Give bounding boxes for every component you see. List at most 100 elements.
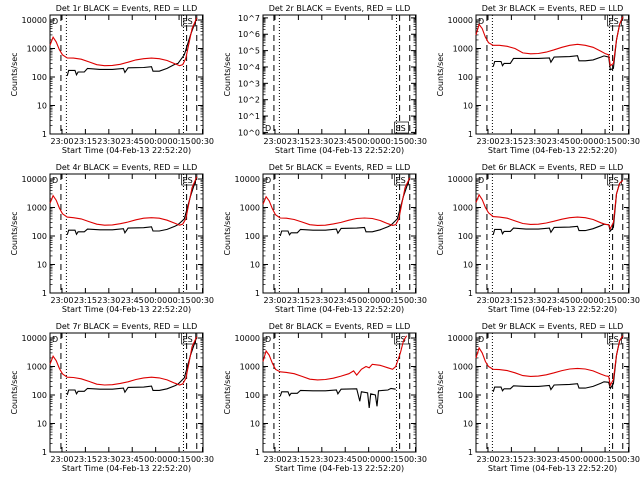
x-axis-label: Start Time (04-Feb-13 22:52:20) (62, 464, 191, 473)
marker-label-end: ES (609, 176, 619, 185)
y-tick-label: 10000 (235, 334, 260, 343)
series-line-lld (262, 177, 411, 226)
x-tick-label: 23:15 (287, 455, 310, 464)
x-axis-label: Start Time (04-Feb-13 22:52:20) (275, 146, 404, 155)
series-line-events (279, 387, 396, 409)
plot-frame (475, 14, 630, 135)
y-tick-label: 10 (250, 420, 260, 429)
x-tick-label: 00:30 (617, 296, 640, 305)
plot-frame (49, 173, 204, 294)
y-tick-label: 10^5 (238, 47, 260, 56)
series-line-lld (49, 17, 198, 67)
marker-label-start: D (52, 176, 58, 185)
y-tick-label: 10000 (22, 175, 47, 184)
marker-label-end: ES (396, 335, 406, 344)
x-tick-label: 00:30 (617, 137, 640, 146)
y-tick-label: 1 (255, 289, 260, 298)
x-tick-label: 00:00 (144, 455, 167, 464)
x-tick-label: 23:45 (334, 296, 357, 305)
x-tick-label: 23:15 (500, 455, 523, 464)
x-tick-label: 00:15 (381, 455, 404, 464)
x-tick-label: 23:45 (121, 455, 144, 464)
y-tick-label: 1000 (240, 363, 260, 372)
chart-title: Det 5r BLACK = Events, RED = LLD (269, 163, 411, 172)
x-tick-label: 23:30 (97, 455, 120, 464)
chart-title: Det 9r BLACK = Events, RED = LLD (482, 322, 624, 331)
x-axis-label: Start Time (04-Feb-13 22:52:20) (488, 464, 617, 473)
y-tick-label: 10 (250, 261, 260, 270)
y-tick-label: 100 (32, 391, 47, 400)
y-tick-label: 1 (468, 289, 473, 298)
y-tick-label: 10000 (448, 334, 473, 343)
x-tick-label: 23:15 (500, 296, 523, 305)
plot-frame (49, 14, 204, 135)
x-tick-label: 00:00 (357, 455, 380, 464)
marker-label-start: D (265, 124, 271, 133)
y-tick-label: 100 (245, 391, 260, 400)
marker-label-end: ES (396, 176, 406, 185)
series-line-lld (475, 179, 624, 231)
series-line-lld (475, 16, 624, 67)
x-tick-label: 23:00 (263, 296, 286, 305)
x-tick-label: 23:00 (50, 455, 73, 464)
y-tick-label: 10^3 (238, 79, 260, 88)
y-tick-label: 1 (42, 130, 47, 139)
x-tick-label: 23:00 (263, 137, 286, 146)
x-tick-label: 23:45 (121, 296, 144, 305)
y-tick-label: 10^6 (238, 30, 260, 39)
y-tick-label: 1 (42, 289, 47, 298)
y-tick-label: 10 (463, 102, 473, 111)
x-tick-label: 00:30 (404, 137, 427, 146)
y-axis-label: Counts/sec (10, 370, 19, 414)
y-tick-label: 10 (37, 102, 47, 111)
x-tick-label: 23:30 (310, 296, 333, 305)
chart-title: Det 3r BLACK = Events, RED = LLD (482, 4, 624, 13)
series-line-events (492, 179, 624, 236)
marker-label-start: D (265, 176, 271, 185)
y-tick-label: 1 (255, 448, 260, 457)
series-line-events (66, 336, 198, 396)
x-tick-label: 23:45 (547, 455, 570, 464)
x-tick-label: 23:45 (547, 137, 570, 146)
x-axis-label: Start Time (04-Feb-13 22:52:20) (275, 464, 404, 473)
y-tick-label: 1000 (453, 204, 473, 213)
marker-label-start: D (478, 335, 484, 344)
y-tick-label: 1000 (27, 363, 47, 372)
marker-label-end: ES (609, 335, 619, 344)
plot-frame (475, 173, 630, 294)
y-tick-label: 10 (37, 420, 47, 429)
y-axis-label: Counts/sec (223, 370, 232, 414)
y-tick-label: 10^4 (238, 63, 260, 72)
x-tick-label: 00:30 (191, 296, 214, 305)
series-line-lld (49, 176, 198, 226)
y-tick-label: 1000 (27, 45, 47, 54)
y-tick-label: 10^2 (238, 96, 260, 105)
x-tick-label: 00:00 (144, 296, 167, 305)
marker-label-end: ES (609, 17, 619, 26)
plot-frame (262, 332, 417, 453)
x-axis-label: Start Time (04-Feb-13 22:52:20) (62, 305, 191, 314)
marker-label-start: D (478, 17, 484, 26)
x-tick-label: 23:45 (121, 137, 144, 146)
x-tick-label: 23:15 (74, 137, 97, 146)
x-tick-label: 23:30 (523, 137, 546, 146)
x-tick-label: 23:30 (523, 455, 546, 464)
x-tick-label: 23:00 (476, 455, 499, 464)
x-tick-label: 23:15 (287, 296, 310, 305)
y-tick-label: 1 (468, 130, 473, 139)
marker-label-end: ES (396, 124, 406, 133)
series-line-events (279, 177, 411, 237)
x-tick-label: 23:15 (74, 296, 97, 305)
y-axis-label: Counts/sec (223, 52, 232, 96)
y-tick-label: 100 (458, 232, 473, 241)
x-tick-label: 23:00 (263, 455, 286, 464)
x-tick-label: 00:15 (381, 296, 404, 305)
chart-panel-9: Det 9r BLACK = Events, RED = LLD 1 10 100 10… (436, 322, 640, 473)
marker-label-end: ES (183, 176, 193, 185)
x-tick-label: 00:15 (594, 455, 617, 464)
marker-label-box (607, 173, 622, 186)
x-tick-label: 00:00 (570, 137, 593, 146)
y-axis-label: Counts/sec (436, 52, 445, 96)
chart-title: Det 4r BLACK = Events, RED = LLD (56, 163, 198, 172)
